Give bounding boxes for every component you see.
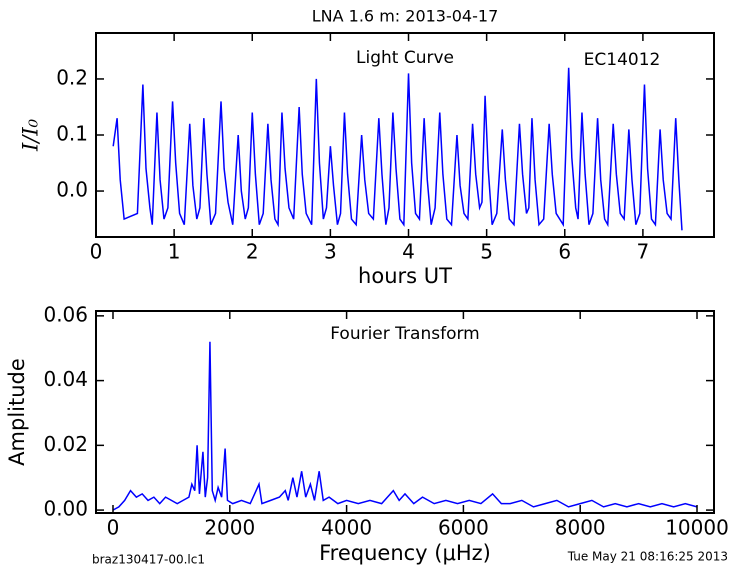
footer-left: braz130417-00.lc1 — [92, 553, 205, 567]
x-tick-label: 10000 — [665, 516, 729, 540]
x-tick-label: 2 — [246, 240, 259, 264]
x-axis-label: Frequency (μHz) — [319, 541, 491, 565]
x-tick-label: 0 — [90, 240, 103, 264]
y-tick-label: 0.2 — [56, 65, 88, 89]
y-tick-label: 0.04 — [43, 367, 88, 391]
x-tick-label: 1 — [168, 240, 181, 264]
x-tick-label: 8000 — [555, 516, 606, 540]
y-tick-label: 0.0 — [56, 178, 88, 202]
x-tick-label: 3 — [324, 240, 337, 264]
chart-title: LNA 1.6 m: 2013-04-17 — [312, 7, 499, 26]
y-tick-label: 0.02 — [43, 432, 88, 456]
annotation: EC14012 — [584, 50, 661, 70]
annotation: Light Curve — [356, 48, 454, 68]
x-tick-label: 4 — [402, 240, 415, 264]
x-tick-label: 7 — [637, 240, 650, 264]
y-tick-label: 0.00 — [43, 497, 88, 521]
x-tick-label: 0 — [107, 516, 120, 540]
x-tick-label: 5 — [480, 240, 493, 264]
axes-frame — [95, 310, 715, 514]
x-tick-label: 2000 — [204, 516, 255, 540]
y-axis-label: I/I₀ — [19, 118, 43, 152]
y-tick-label: 0.1 — [56, 122, 88, 146]
annotation: Fourier Transform — [330, 324, 479, 344]
x-tick-label: 6 — [558, 240, 571, 264]
data-line — [112, 341, 698, 511]
x-axis-label: hours UT — [358, 264, 452, 288]
footer-right: Tue May 21 08:16:25 2013 — [567, 550, 728, 564]
x-tick-label: 6000 — [438, 516, 489, 540]
x-tick-label: 4000 — [321, 516, 372, 540]
data-line — [112, 67, 683, 231]
y-tick-label: 0.06 — [43, 302, 88, 326]
y-axis-label: Amplitude — [5, 358, 29, 466]
